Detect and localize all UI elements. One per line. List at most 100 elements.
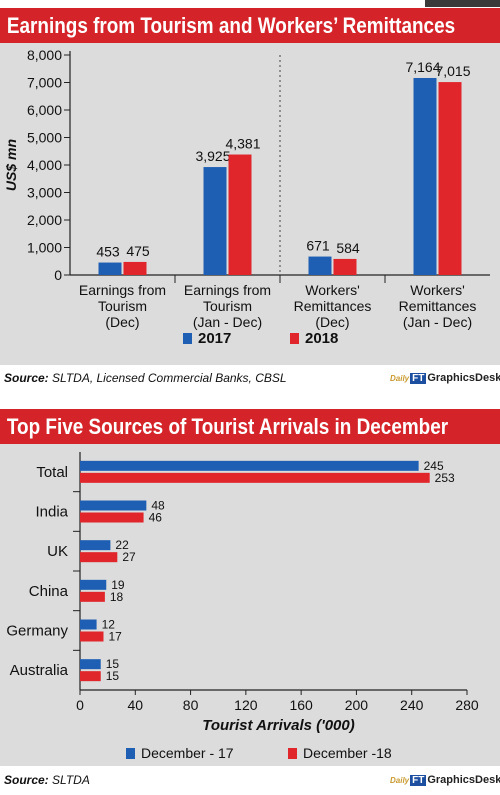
bar-dec-17 <box>80 619 97 630</box>
legend-swatch-2017 <box>183 333 192 344</box>
y-category-label: China <box>29 583 69 600</box>
bar-value-label: 584 <box>336 240 360 256</box>
x-tick-label: 0 <box>76 697 84 713</box>
chart1-logo-desk: GraphicsDesk <box>427 372 500 384</box>
bar-value-label: 18 <box>110 590 124 604</box>
y-tick-label: 3,000 <box>27 185 62 201</box>
top-decoration-bar <box>425 0 500 7</box>
y-tick-label: 7,000 <box>27 75 62 91</box>
bar-value-label: 19 <box>111 578 125 592</box>
bar-2017 <box>98 262 122 275</box>
y-tick-label: 8,000 <box>27 47 62 63</box>
legend-label: 2018 <box>305 330 338 347</box>
x-tick-label: 200 <box>345 697 369 713</box>
bar-value-label: 48 <box>151 499 165 513</box>
bar-value-label: 3,925 <box>195 148 230 164</box>
chart2-title-banner: Top Five Sources of Tourist Arrivals in … <box>0 409 500 444</box>
y-tick-label: 6,000 <box>27 102 62 118</box>
bar-dec-17 <box>80 460 419 471</box>
y-tick-label: 4,000 <box>27 157 62 173</box>
legend-swatch-dec-17 <box>126 748 135 759</box>
legend-label: December - 17 <box>141 745 234 761</box>
legend-swatch-2018 <box>290 333 299 344</box>
bar-2018 <box>123 261 147 275</box>
bar-value-label: 46 <box>149 511 163 525</box>
bar-value-label: 4,381 <box>225 136 260 152</box>
chart1-title: Earnings from Tourism and Workers’ Remit… <box>6 13 456 38</box>
chart2-svg: 0 40 80 120 160 200 240 280 Tourist Arrivals ('0… <box>6 452 479 761</box>
chart1-logo: Daily FT GraphicsDesk <box>390 372 500 386</box>
bar-dec-17 <box>80 659 101 670</box>
legend-label: 2017 <box>198 330 231 347</box>
bar-value-label: 15 <box>106 657 120 671</box>
bar-2018 <box>333 258 357 275</box>
x-category-label: Remittances <box>399 298 477 314</box>
chart1-logo-ft: FT <box>410 373 427 384</box>
bar-dec-17 <box>80 540 111 551</box>
chart1-title-banner: Earnings from Tourism and Workers’ Remit… <box>0 8 500 43</box>
bar-value-label: 253 <box>435 471 455 485</box>
bar-value-label: 453 <box>96 244 120 260</box>
bar-2017 <box>413 77 437 275</box>
x-category-label: Earnings from <box>79 282 166 298</box>
bar-dec-18 <box>80 591 105 602</box>
bar-dec-18 <box>80 552 118 563</box>
chart2-logo-desk: GraphicsDesk <box>427 774 500 786</box>
bar-value-label: 671 <box>306 238 330 254</box>
bar-value-label: 7,164 <box>405 59 440 75</box>
chart2-panel <box>0 444 500 766</box>
y-category-label: Total <box>36 464 68 481</box>
x-tick-label: 160 <box>289 697 313 713</box>
y-tick-label: 0 <box>54 267 62 283</box>
y-category-label: Australia <box>10 662 69 679</box>
x-category-label: Tourism <box>203 298 252 314</box>
chart2-source-label: Source: <box>4 773 49 787</box>
chart1-source: Source: SLTDA, Licensed Commercial Banks… <box>4 371 287 385</box>
x-category-label: (Dec) <box>315 314 349 330</box>
legend-swatch-dec-18 <box>288 748 297 759</box>
x-tick-label: 80 <box>183 697 199 713</box>
bar-2018 <box>228 154 252 275</box>
bar-value-label: 15 <box>106 669 120 683</box>
bar-2017 <box>203 167 227 275</box>
y-tick-label: 1,000 <box>27 240 62 256</box>
y-category-label: India <box>35 504 68 521</box>
y-category-label: Germany <box>6 623 68 640</box>
chart1-source-text: SLTDA, Licensed Commercial Banks, CBSL <box>52 371 287 385</box>
bar-value-label: 27 <box>122 550 136 564</box>
bar-dec-17 <box>80 579 107 590</box>
bar-value-label: 12 <box>102 618 116 632</box>
bar-2017 <box>308 256 332 275</box>
chart1-svg: US$ mn 0 1,000 2,000 3,000 4,000 5,000 6,000 7,0… <box>3 47 490 347</box>
x-category-label: Workers' <box>305 282 360 298</box>
bar-value-label: 17 <box>108 630 122 644</box>
x-tick-label: 240 <box>400 697 424 713</box>
bar-dec-18 <box>80 512 144 523</box>
bar-dec-18 <box>80 671 101 682</box>
bar-2018 <box>438 82 462 276</box>
bar-value-label: 22 <box>115 538 129 552</box>
chart2-source-text: SLTDA <box>52 773 90 787</box>
chart1-source-label: Source: <box>4 371 49 385</box>
x-tick-label: 120 <box>234 697 258 713</box>
bar-dec-18 <box>80 631 104 642</box>
x-axis-title: Tourist Arrivals ('000) <box>202 717 355 734</box>
bar-value-label: 7,015 <box>435 63 470 79</box>
chart2-title: Top Five Sources of Tourist Arrivals in … <box>6 414 449 439</box>
chart2-source: Source: SLTDA <box>4 773 90 787</box>
y-axis-title: US$ mn <box>3 139 19 191</box>
bar-dec-18 <box>80 472 430 483</box>
x-category-label: (Jan - Dec) <box>403 314 472 330</box>
x-tick-label: 40 <box>127 697 143 713</box>
bar-dec-17 <box>80 500 147 511</box>
x-category-label: (Dec) <box>105 314 139 330</box>
chart2-logo: Daily FT GraphicsDesk <box>390 774 500 788</box>
x-category-label: Workers' <box>410 282 465 298</box>
x-category-label: Earnings from <box>184 282 271 298</box>
y-tick-label: 5,000 <box>27 130 62 146</box>
y-tick-label: 2,000 <box>27 212 62 228</box>
x-category-label: (Jan - Dec) <box>193 314 262 330</box>
y-category-label: UK <box>47 543 68 560</box>
x-category-label: Remittances <box>294 298 372 314</box>
legend-label: December -18 <box>303 745 392 761</box>
